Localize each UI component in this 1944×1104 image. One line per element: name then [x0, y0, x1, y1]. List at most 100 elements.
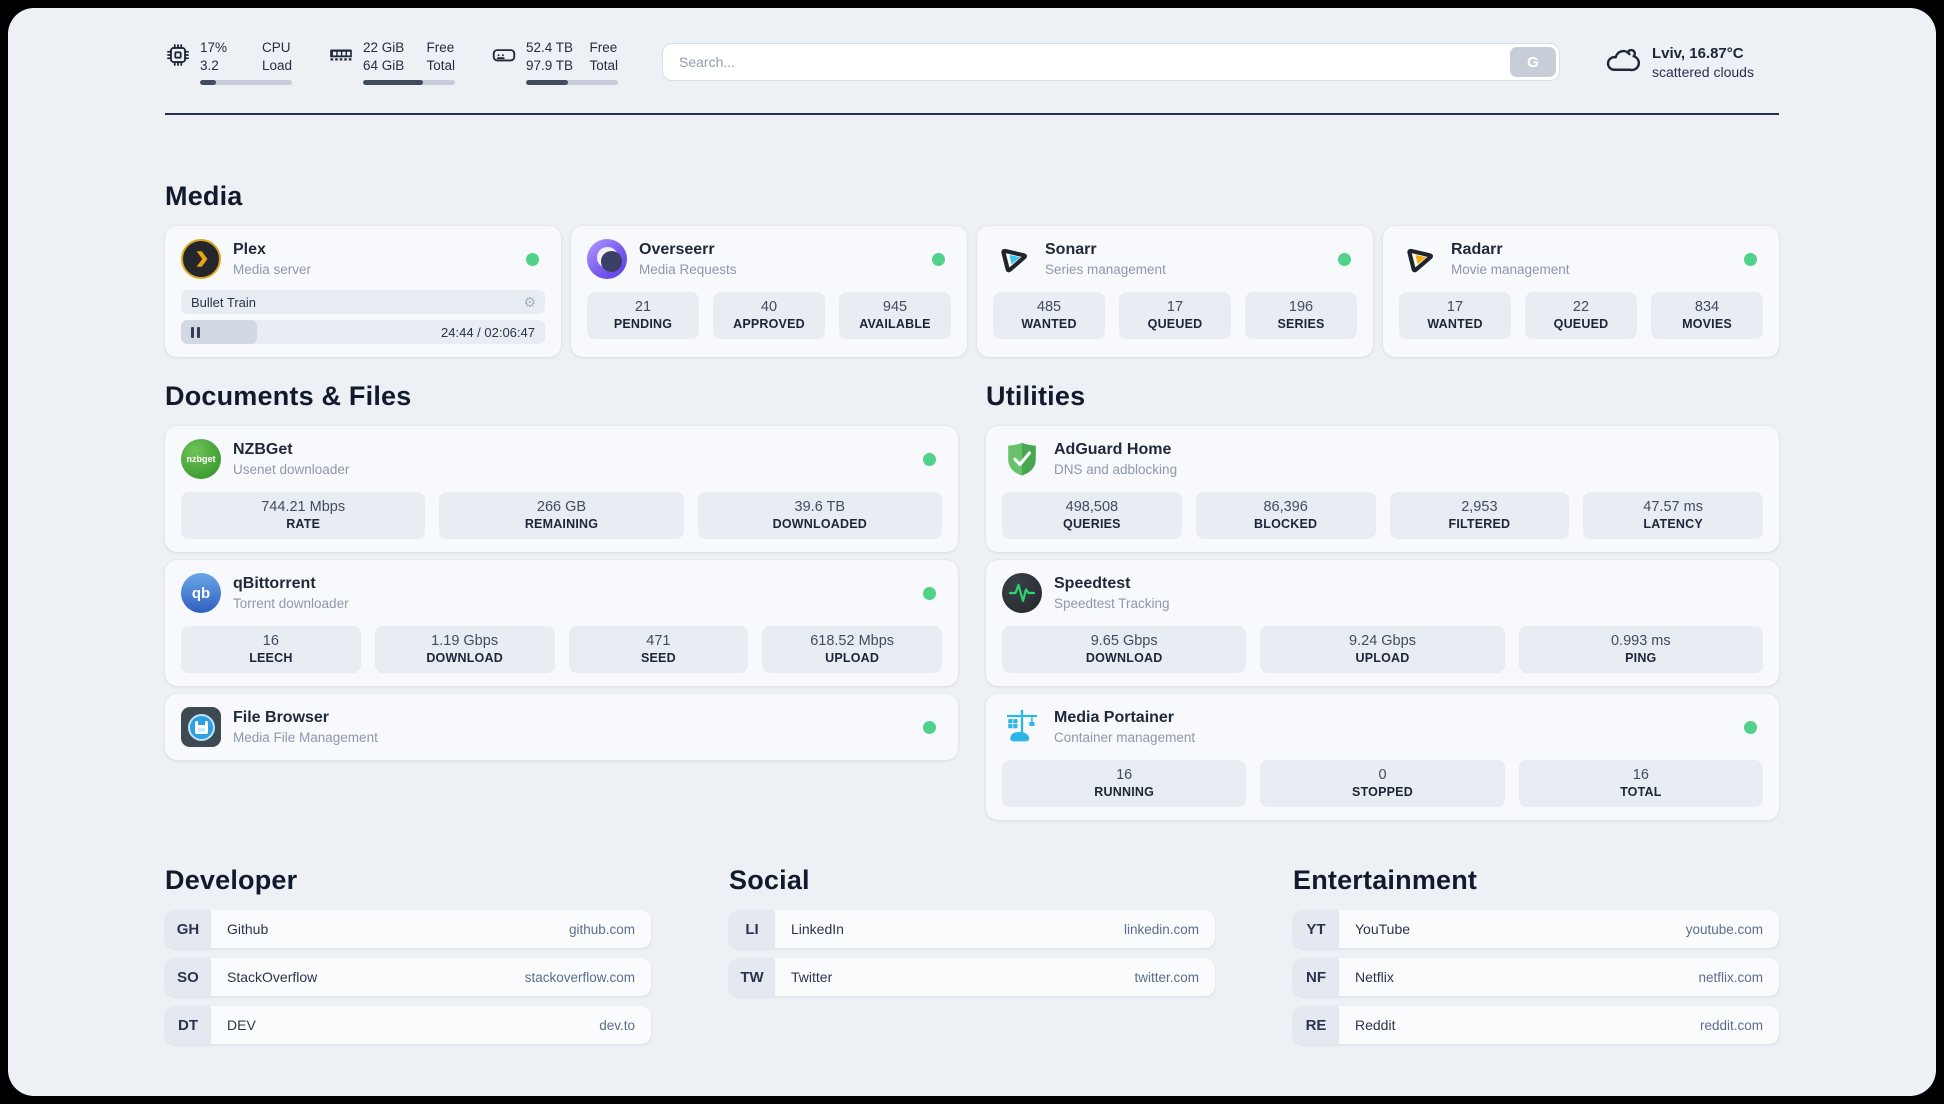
filebrowser-icon: [181, 707, 221, 747]
stat-total: 16 TOTAL: [1518, 760, 1763, 807]
bookmark-name: Twitter: [791, 969, 833, 985]
memory-labels: Free Total: [426, 40, 455, 73]
search-bar: G: [662, 43, 1560, 81]
stat-latency: 47.57 ms LATENCY: [1583, 492, 1763, 539]
bookmark-name: DEV: [227, 1017, 256, 1033]
bookmark-netflix[interactable]: NF Netflix netflix.com: [1293, 958, 1779, 996]
app-subtitle: Container management: [1054, 729, 1196, 745]
disk-labels: Free Total: [589, 40, 618, 73]
bookmark-twitter[interactable]: TW Twitter twitter.com: [729, 958, 1215, 996]
disk-progress-fill: [526, 79, 569, 85]
app-subtitle: Movie management: [1451, 261, 1570, 277]
stat-remaining: 266 GB REMAINING: [439, 492, 684, 539]
disk-progress-bar: [526, 79, 618, 85]
bookmark-name: Netflix: [1355, 969, 1394, 985]
bookmark-abbr: SO: [165, 958, 211, 996]
portainer-card[interactable]: Media Portainer Container management 16 R…: [986, 694, 1779, 820]
utilities-column: Utilities AdGuard Home: [986, 381, 1779, 820]
bookmark-abbr: DT: [165, 1006, 211, 1044]
memory-icon: [328, 39, 354, 85]
section-title-entertainment: Entertainment: [1293, 865, 1478, 895]
nzbget-card[interactable]: nzbget NZBGet Usenet downloader 744.21 M…: [165, 426, 958, 552]
bookmark-url: netflix.com: [1698, 969, 1763, 985]
app-name: File Browser: [233, 709, 330, 727]
weather-condition: scattered clouds: [1652, 63, 1754, 80]
stat-wanted: 17 WANTED: [1399, 292, 1511, 339]
qbittorrent-card[interactable]: qb qBittorrent Torrent downloader 16 LEEC…: [165, 560, 958, 686]
memory-values: 22 GiB 64 GiB: [363, 40, 405, 73]
memory-progress-fill: [363, 79, 423, 85]
overseerr-card[interactable]: Overseerr Media Requests 21 PENDING 40 APP…: [571, 226, 967, 357]
header-divider: [165, 113, 1779, 115]
sonarr-card[interactable]: Sonarr Series management 485 WANTED 17 QUE…: [977, 226, 1373, 357]
app-subtitle: Media Requests: [639, 261, 737, 277]
bookmark-linkedin[interactable]: LI LinkedIn linkedin.com: [729, 910, 1215, 948]
speedtest-pulse-icon: [1002, 573, 1042, 613]
bookmark-url: twitter.com: [1134, 969, 1199, 985]
now-playing-title: Bullet Train: [191, 294, 257, 310]
stat-running: 16 RUNNING: [1002, 760, 1247, 807]
stat-queued: 22 QUEUED: [1525, 292, 1637, 339]
pause-icon[interactable]: [191, 326, 200, 338]
bookmark-stackoverflow[interactable]: SO StackOverflow stackoverflow.com: [165, 958, 651, 996]
search-input[interactable]: [662, 43, 1560, 81]
adguard-card[interactable]: AdGuard Home DNS and adblocking 498,508 Q…: [986, 426, 1779, 552]
stat-ping: 0.993 ms PING: [1518, 626, 1763, 673]
stat-available: 945 AVAILABLE: [839, 292, 951, 339]
bookmark-url: reddit.com: [1699, 1017, 1763, 1033]
system-metrics: 17% 3.2 CPU Load 22 GiB 64 GiB: [165, 39, 618, 85]
app-name: qBittorrent: [233, 575, 316, 593]
bookmark-github[interactable]: GH Github github.com: [165, 910, 651, 948]
player-progress-bar[interactable]: 24:44 / 02:06:47: [181, 320, 545, 344]
cpu-chip-icon: [165, 39, 191, 85]
app-name: Overseerr: [639, 241, 715, 259]
status-online-dot: [1338, 253, 1351, 266]
status-online-dot: [923, 587, 936, 600]
section-title-documents: Documents & Files: [165, 381, 412, 411]
stat-rate: 744.21 Mbps RATE: [181, 492, 426, 539]
stat-seed: 471 SEED: [568, 626, 749, 673]
bookmark-dev[interactable]: DT DEV dev.to: [165, 1006, 651, 1044]
app-name: NZBGet: [233, 441, 293, 459]
section-title-developer: Developer: [165, 865, 298, 895]
status-online-dot: [932, 253, 945, 266]
stat-download: 9.65 Gbps DOWNLOAD: [1002, 626, 1247, 673]
memory-progress-bar: [363, 79, 455, 85]
speedtest-card[interactable]: Speedtest Speedtest Tracking 9.65 Gbps DO…: [986, 560, 1779, 686]
status-online-dot: [923, 721, 936, 734]
bookmark-name: Github: [227, 921, 269, 937]
bookmark-reddit[interactable]: RE Reddit reddit.com: [1293, 1006, 1779, 1044]
dashboard-surface: 17% 3.2 CPU Load 22 GiB 64 GiB: [8, 8, 1936, 1096]
weather-widget: Lviv, 16.87°C scattered clouds: [1604, 42, 1779, 83]
cpu-metric: 17% 3.2 CPU Load: [165, 39, 292, 85]
app-name: Plex: [233, 241, 266, 259]
bookmark-name: YouTube: [1355, 921, 1411, 937]
app-subtitle: Media File Management: [233, 729, 378, 745]
stat-upload: 618.52 Mbps UPLOAD: [762, 626, 942, 673]
memory-metric: 22 GiB 64 GiB Free Total: [328, 39, 455, 85]
bookmark-url: linkedin.com: [1123, 921, 1199, 937]
bookmark-name: StackOverflow: [227, 969, 318, 985]
media-card-row: Plex Media server Bullet Train ⚙ 24:44 /…: [165, 226, 1779, 357]
portainer-crane-icon: [1002, 707, 1042, 747]
gear-icon[interactable]: ⚙: [523, 294, 536, 310]
app-subtitle: Media server: [233, 261, 312, 277]
filebrowser-card[interactable]: File Browser Media File Management: [165, 694, 958, 760]
plex-card[interactable]: Plex Media server Bullet Train ⚙ 24:44 /…: [165, 226, 561, 357]
radarr-card[interactable]: Radarr Movie management 17 WANTED 22 QUEUE…: [1383, 226, 1779, 357]
search-engine-button[interactable]: G: [1510, 47, 1556, 77]
status-online-dot: [526, 253, 539, 266]
qbittorrent-icon: qb: [181, 573, 221, 613]
bookmark-youtube[interactable]: YT YouTube youtube.com: [1293, 910, 1779, 948]
stat-wanted: 485 WANTED: [993, 292, 1105, 339]
radarr-icon: [1399, 239, 1439, 279]
stat-pending: 21 PENDING: [587, 292, 699, 339]
now-playing-bar: Bullet Train ⚙: [181, 290, 545, 314]
bookmark-abbr: GH: [165, 910, 211, 948]
entertainment-bookmarks: Entertainment YT YouTube youtube.com NF …: [1293, 865, 1779, 1044]
app-subtitle: Usenet downloader: [233, 461, 350, 477]
hard-drive-icon: [491, 39, 517, 85]
bookmark-abbr: RE: [1293, 1006, 1339, 1044]
overseerr-icon: [587, 239, 627, 279]
stat-series: 196 SERIES: [1245, 292, 1357, 339]
